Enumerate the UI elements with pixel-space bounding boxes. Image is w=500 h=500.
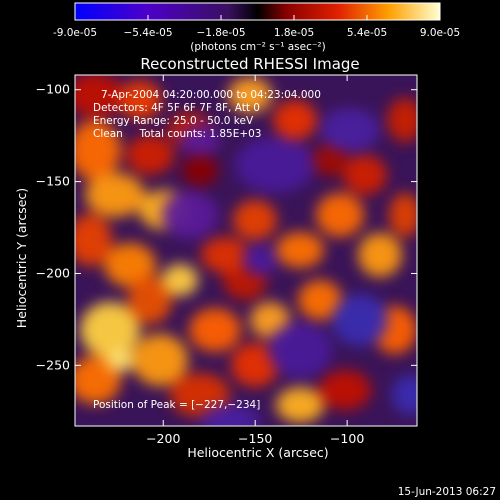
reconstructed-image	[75, 75, 417, 426]
image-blob	[268, 322, 332, 378]
image-blob	[387, 98, 417, 142]
energy-range-text: Energy Range: 25.0 - 50.0 keV	[93, 115, 254, 127]
image-blob	[228, 77, 272, 113]
y-tick-label: −250	[36, 357, 70, 372]
detectors-text: Detectors: 4F 5F 6F 7F 8F, Att 0	[93, 102, 260, 114]
colorbar-tick-label: −1.8e-05	[196, 27, 245, 39]
image-blob	[132, 334, 188, 386]
colorbar-ticks	[74, 15, 441, 20]
axis-ticks	[75, 75, 417, 426]
plot-title: Reconstructed RHESSI Image	[140, 55, 359, 73]
image-blob	[358, 233, 402, 277]
image-blob	[201, 237, 249, 273]
footer-timestamp: 15-Jun-2013 06:27	[398, 486, 496, 498]
axis-tick-labels: −200 −150 −100 −100 −150 −200 −250	[36, 82, 365, 446]
x-axis-label: Heliocentric X (arcsec)	[187, 445, 328, 460]
image-blob	[200, 404, 260, 426]
image-blob	[75, 356, 121, 404]
colorbar-tick-label: −5.4e-05	[123, 27, 172, 39]
image-blob	[273, 100, 317, 140]
image-blob	[389, 193, 417, 237]
image-blob	[231, 343, 279, 387]
y-tick-label: −150	[36, 174, 70, 189]
colorbar-tick-label: 5.4e-05	[347, 27, 387, 39]
image-blob	[162, 191, 218, 239]
image-blob	[392, 375, 417, 415]
colorbar-tick-label: 9.0e-05	[420, 27, 460, 39]
time-range-text: 7-Apr-2004 04:20:00.000 to 04:23:04.000	[101, 89, 321, 101]
image-blob	[189, 308, 241, 352]
x-tick-label: −100	[330, 431, 364, 446]
image-blob	[128, 276, 172, 324]
image-blob	[118, 80, 162, 120]
image-blob	[276, 232, 324, 268]
image-blob	[343, 155, 387, 195]
y-tick-label: −200	[36, 265, 70, 280]
image-blob	[85, 173, 145, 217]
image-blob	[312, 144, 348, 176]
image-blob	[298, 280, 342, 320]
plot-frame	[74, 74, 418, 427]
y-axis-label: Heliocentric Y (arcsec)	[14, 188, 29, 328]
colorbar-tick-label: 1.8e-05	[274, 27, 314, 39]
image-blob	[106, 348, 134, 372]
image-blob	[170, 373, 230, 417]
peak-position-text: Position of Peak = [−227,−234]	[93, 399, 260, 411]
image-blob	[80, 302, 140, 358]
colorbar	[75, 3, 440, 20]
image-blob	[75, 75, 123, 117]
image-info: 7-Apr-2004 04:20:00.000 to 04:23:04.000 …	[93, 89, 321, 411]
colorbar-frame	[74, 2, 441, 21]
image-blob	[242, 244, 278, 276]
image-blob	[316, 193, 364, 237]
y-tick-label: −100	[36, 82, 70, 97]
image-blob	[233, 200, 277, 240]
image-blob	[180, 124, 220, 156]
image-blob	[75, 120, 121, 180]
x-tick-label: −150	[238, 431, 272, 446]
x-tick-label: −200	[146, 431, 180, 446]
image-blob	[319, 370, 371, 410]
image-blob	[75, 214, 112, 266]
image-blob	[235, 137, 315, 193]
image-blob	[276, 387, 324, 423]
image-blob	[126, 135, 174, 175]
image-blob	[162, 264, 198, 296]
clean-counts-text: Clean Total counts: 1.85E+03	[93, 128, 262, 140]
image-blob	[104, 243, 156, 287]
image-blob	[320, 108, 380, 152]
image-blob	[182, 154, 218, 186]
colorbar-unit-label: (photons cm⁻² s⁻¹ asec⁻²)	[190, 41, 325, 53]
image-blob	[332, 294, 388, 346]
colorbar-tick-label: -9.0e-05	[53, 27, 97, 39]
colorbar-tick-labels: -9.0e-05 −5.4e-05 −1.8e-05 1.8e-05 5.4e-05 9.…	[53, 27, 460, 39]
